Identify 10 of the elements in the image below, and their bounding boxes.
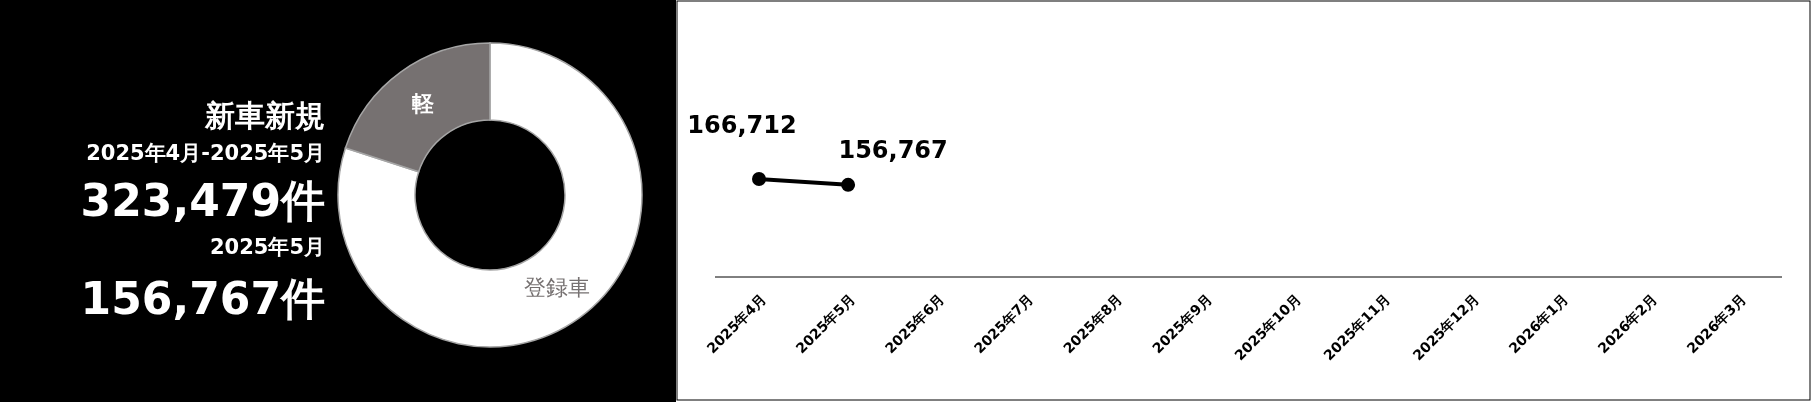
text: 156,767件	[80, 273, 325, 324]
data-label: 166,712	[687, 111, 797, 139]
text: 2025年4月-2025年5月	[86, 141, 325, 165]
text: 新車新規	[204, 98, 325, 133]
text: 2025年5月	[209, 235, 325, 259]
slice-label: 登録車	[523, 274, 590, 300]
data-label: 156,767	[838, 135, 948, 164]
slice-label: 軽	[412, 91, 435, 117]
text: 323,479件	[80, 175, 325, 226]
donut-slice	[337, 42, 643, 348]
